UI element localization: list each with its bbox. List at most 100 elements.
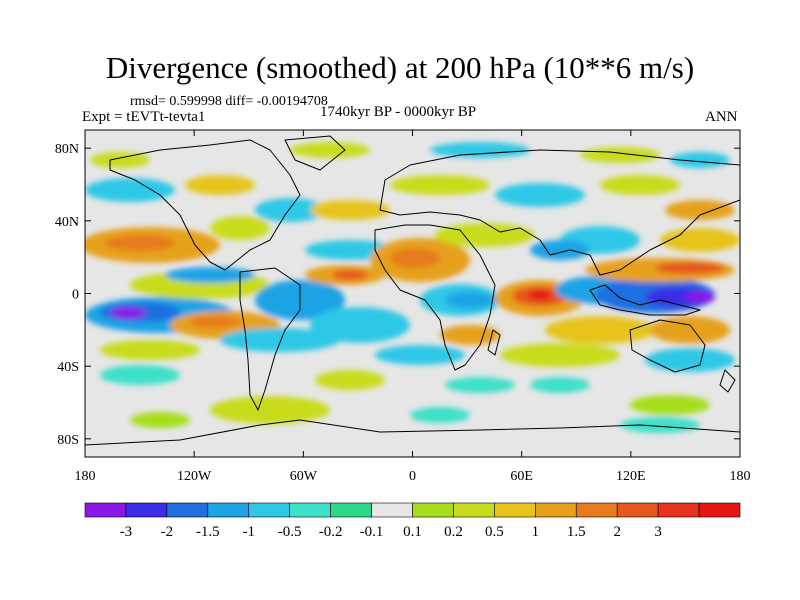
contour-blob bbox=[440, 325, 500, 345]
contour-blob bbox=[332, 270, 368, 280]
colorbar-swatch bbox=[616, 502, 659, 518]
contour-blob bbox=[528, 290, 552, 300]
colorbar-swatch bbox=[289, 502, 331, 518]
colorbar-swatch bbox=[698, 502, 741, 518]
colorbar-swatch bbox=[371, 502, 413, 518]
colorbar-label: -3 bbox=[120, 524, 133, 540]
period-label: 1740kyr BP - 0000kyr BP bbox=[320, 104, 477, 120]
colorbar-swatch bbox=[125, 502, 168, 518]
lon-tick-label: 120E bbox=[616, 469, 646, 484]
coastline-greenland bbox=[284, 135, 346, 171]
coastline-antarctica bbox=[85, 419, 740, 446]
contour-blob bbox=[630, 395, 710, 415]
colorbar-label: -0.1 bbox=[360, 524, 384, 540]
contour-blob bbox=[390, 248, 440, 268]
colorbar-swatch bbox=[84, 502, 127, 518]
contour-blob bbox=[210, 396, 330, 424]
colorbar-swatch bbox=[330, 502, 372, 518]
contour-blob bbox=[445, 292, 495, 308]
lat-tick-label: 80S bbox=[57, 433, 79, 448]
contour-blob bbox=[315, 370, 385, 390]
coastline-eurasia bbox=[379, 149, 740, 276]
contour-blob bbox=[210, 216, 270, 240]
coastline-africa bbox=[374, 224, 496, 371]
colorbar: -3 -2 -1.5 -1 -0.5 -0.2 -0.1 0.1 0.2 0.5 1 1.5 2 3 bbox=[84, 502, 741, 540]
plot-title: Divergence (smoothed) at 200 hPa (10**6 … bbox=[105, 50, 695, 85]
contour-blob bbox=[645, 348, 735, 372]
season-label: ANN bbox=[705, 109, 738, 125]
colorbar-swatch bbox=[535, 502, 577, 518]
coastline-madagascar bbox=[487, 329, 501, 356]
contour-blob bbox=[580, 147, 660, 163]
coastline-north-america bbox=[109, 139, 301, 271]
colorbar-swatch bbox=[494, 502, 536, 518]
contour-blob bbox=[100, 340, 200, 360]
colorbar-swatch bbox=[453, 502, 495, 518]
lon-tick-label: 120W bbox=[177, 469, 212, 484]
map-area bbox=[85, 130, 740, 457]
contour-blob bbox=[545, 316, 655, 344]
contour-blob bbox=[670, 152, 730, 168]
colorbar-label: 0.1 bbox=[403, 524, 422, 540]
contour-blob bbox=[110, 307, 146, 319]
contour-blob bbox=[310, 200, 390, 220]
lon-tick-label: 60E bbox=[510, 469, 533, 484]
contour-blob bbox=[390, 175, 490, 195]
coastline-south-america bbox=[239, 267, 301, 411]
contour-blob bbox=[220, 328, 340, 352]
contour-blob bbox=[530, 240, 590, 260]
contour-blob bbox=[665, 200, 735, 220]
coastline-australia bbox=[629, 319, 706, 373]
contour-blob bbox=[105, 235, 175, 251]
colorbar-label: 0.2 bbox=[444, 524, 463, 540]
colorbar-label: -1 bbox=[243, 524, 256, 540]
coastline-new-zealand bbox=[719, 369, 736, 393]
experiment-label: Expt = tEVTt-tevta1 bbox=[82, 109, 206, 125]
lon-tick-label: 60W bbox=[290, 469, 318, 484]
colorbar-label: 3 bbox=[654, 524, 662, 540]
contour-blob bbox=[435, 223, 535, 247]
lat-tick-label: 40N bbox=[55, 215, 79, 230]
colorbar-label: -0.2 bbox=[319, 524, 343, 540]
colorbar-label: 2 bbox=[613, 524, 621, 540]
contour-blob bbox=[445, 377, 515, 393]
contour-blob bbox=[185, 175, 255, 195]
contour-blob bbox=[130, 412, 190, 428]
contour-blob bbox=[165, 267, 255, 283]
lon-tick-label: 180 bbox=[730, 469, 751, 484]
colorbar-swatch bbox=[248, 502, 290, 518]
contour-blob bbox=[85, 178, 175, 202]
contour-blob bbox=[410, 407, 470, 423]
contour-blob bbox=[660, 228, 740, 252]
colorbar-label: 0.5 bbox=[485, 524, 504, 540]
colorbar-swatch bbox=[575, 502, 618, 518]
contour-blob bbox=[375, 345, 465, 365]
colorbar-swatch bbox=[207, 502, 250, 518]
contour-blob bbox=[100, 365, 180, 385]
lat-tick-label: 0 bbox=[72, 288, 79, 303]
colorbar-label: 1 bbox=[532, 524, 540, 540]
contour-blob bbox=[655, 262, 725, 274]
contour-blob bbox=[645, 287, 715, 307]
contour-blob bbox=[530, 377, 590, 393]
contour-blob bbox=[500, 343, 620, 367]
divergence-contour-fills bbox=[85, 142, 740, 433]
contour-blob bbox=[90, 152, 150, 168]
coastlines bbox=[85, 135, 740, 446]
lat-tick-label: 40S bbox=[57, 360, 79, 375]
colorbar-swatch bbox=[412, 502, 454, 518]
lon-tick-label: 180 bbox=[75, 469, 96, 484]
contour-blob bbox=[650, 316, 730, 344]
lon-tick-label: 0 bbox=[409, 469, 416, 484]
contour-blob bbox=[430, 142, 530, 158]
contour-blob bbox=[600, 175, 680, 195]
colorbar-label: 1.5 bbox=[567, 524, 586, 540]
colorbar-swatch bbox=[657, 502, 700, 518]
contour-blob bbox=[495, 183, 585, 207]
contour-blob bbox=[685, 292, 715, 302]
contour-blob bbox=[620, 417, 700, 433]
colorbar-label: -0.5 bbox=[278, 524, 302, 540]
colorbar-swatch bbox=[166, 502, 209, 518]
rmsd-diff-stats: rmsd= 0.599998 diff= -0.00194708 bbox=[130, 94, 328, 109]
